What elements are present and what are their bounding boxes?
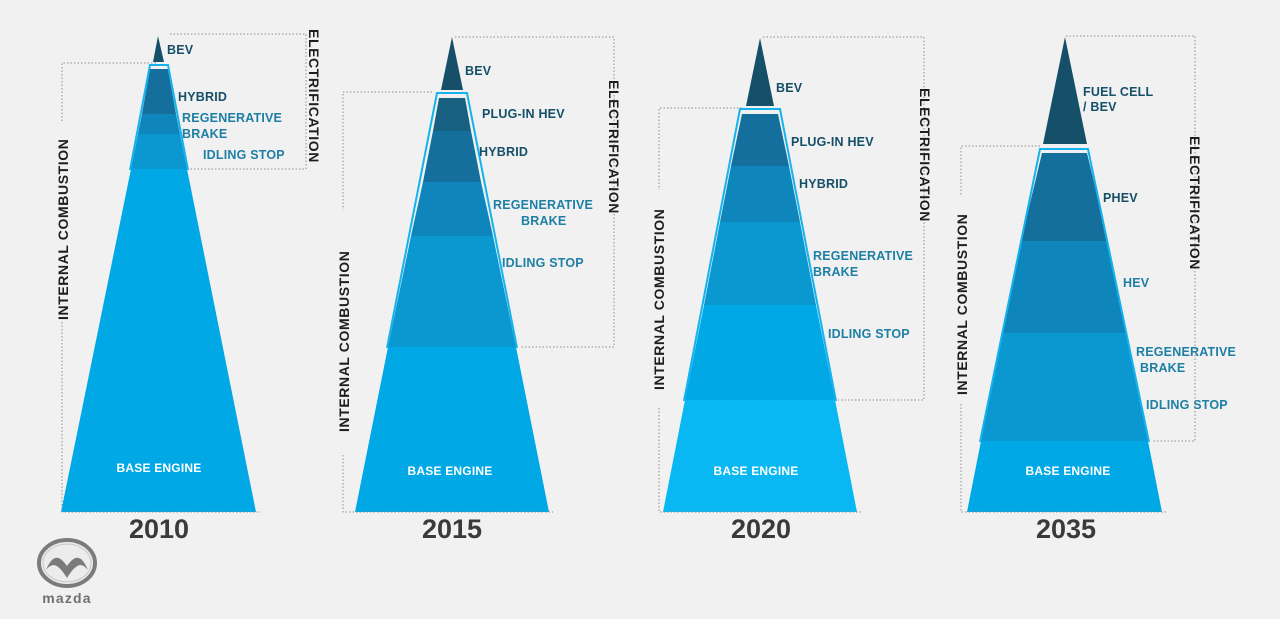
- label-2015-regenerative: REGENERATIVE: [493, 198, 593, 212]
- pyramid-2015: BEV PLUG-IN HEV HYBRID REGENERATIVE BRAK…: [336, 36, 622, 544]
- bracket-2035-electrification: [1066, 35, 1196, 442]
- label-2015-bev: BEV: [465, 64, 492, 78]
- label-2010-electrification: ELECTRIFICATION: [306, 29, 322, 163]
- bracket-2035-internal: [960, 145, 1166, 513]
- segment-2035-base-engine: [967, 441, 1162, 512]
- label-2020-idling-stop: IDLING STOP: [828, 327, 910, 341]
- label-2035-fuel-cell: FUEL CELL: [1083, 85, 1153, 99]
- segment-2020-idling-stop: [685, 305, 835, 400]
- label-2035-base-engine: BASE ENGINE: [1026, 464, 1111, 478]
- segment-2020-regenerative-brake: [704, 222, 816, 305]
- label-2010-base-engine: BASE ENGINE: [117, 461, 202, 475]
- label-2010-bev: BEV: [167, 43, 194, 57]
- label-2020-electrification: ELECTRIFICATION: [917, 88, 933, 222]
- segment-2010-hybrid: [142, 69, 176, 114]
- logo-ring: [37, 538, 97, 588]
- segment-2020-base-engine: [663, 400, 857, 512]
- label-2020-internal-combustion: INTERNAL COMBUSTION: [651, 209, 667, 390]
- label-2015-base-engine: BASE ENGINE: [408, 464, 493, 478]
- label-2015-idling-stop: IDLING STOP: [502, 256, 584, 270]
- segment-2015-plug-in-hev: [433, 98, 471, 131]
- label-2035-bev: / BEV: [1083, 100, 1117, 114]
- segment-2035-hev: [1002, 241, 1127, 333]
- mazda-logo: mazda: [37, 538, 97, 606]
- segment-2035-phev: [1021, 153, 1108, 241]
- label-2020-hybrid: HYBRID: [799, 177, 848, 191]
- label-2035-hev: HEV: [1123, 276, 1150, 290]
- segment-2020-bev: [746, 38, 774, 106]
- label-2015-electrification: ELECTRIFICATION: [606, 80, 622, 214]
- year-2010: 2010: [129, 514, 189, 544]
- bracket-2015-internal: [342, 91, 553, 513]
- segment-2020-hybrid: [720, 166, 800, 222]
- label-2020-regenerative: REGENERATIVE: [813, 249, 913, 263]
- segment-2035-idling-stop: [981, 333, 1148, 441]
- label-2020-brake: BRAKE: [813, 265, 858, 279]
- label-2035-electrification: ELECTRIFICATION: [1187, 136, 1203, 270]
- label-2010-regenerative: REGENERATIVE: [182, 111, 282, 125]
- label-2035-brake: BRAKE: [1140, 361, 1185, 375]
- outline-2015: [386, 92, 518, 349]
- label-2015-plug-in-hev: PLUG-IN HEV: [482, 107, 565, 121]
- pyramid-2035: FUEL CELL / BEV PHEV HEV REGENERATIVE BR…: [954, 35, 1236, 544]
- outline-2035: [979, 148, 1150, 443]
- label-2015-hybrid: HYBRID: [479, 145, 528, 159]
- label-2020-base-engine: BASE ENGINE: [714, 464, 799, 478]
- label-2020-bev: BEV: [776, 81, 803, 95]
- label-2010-idling-stop: IDLING STOP: [203, 148, 285, 162]
- logo-wings: [46, 557, 88, 578]
- label-2015-internal-combustion: INTERNAL COMBUSTION: [336, 251, 352, 432]
- label-2035-idling-stop: IDLING STOP: [1146, 398, 1228, 412]
- segment-2010-idling-stop: [131, 134, 187, 169]
- outline-2010: [129, 64, 189, 171]
- segment-2010-regenerative-brake: [138, 114, 180, 134]
- bracket-2010-electrification: [170, 33, 307, 170]
- label-2010-brake: BRAKE: [182, 127, 227, 141]
- segment-2020-plug-in-hev: [731, 114, 789, 166]
- logo-wordmark: mazda: [42, 590, 92, 606]
- year-2020: 2020: [731, 514, 791, 544]
- pyramid-2010: BEV HYBRID REGENERATIVE BRAKE IDLING STO…: [55, 29, 322, 544]
- segment-2010-bev: [153, 36, 164, 62]
- pyramid-2020: BEV PLUG-IN HEV HYBRID REGENERATIVE BRAK…: [651, 36, 933, 544]
- segment-2015-hybrid: [423, 131, 481, 182]
- segment-2015-bev: [441, 37, 463, 90]
- segment-2010-base-engine: [61, 169, 256, 512]
- label-2010-hybrid: HYBRID: [178, 90, 227, 104]
- bracket-2020-internal: [658, 107, 861, 513]
- outline-2020: [683, 108, 837, 402]
- label-2035-internal-combustion: INTERNAL COMBUSTION: [954, 214, 970, 395]
- label-2015-brake: BRAKE: [521, 214, 566, 228]
- label-2020-plug-in-hev: PLUG-IN HEV: [791, 135, 874, 149]
- label-2035-phev: PHEV: [1103, 191, 1138, 205]
- year-2035: 2035: [1036, 514, 1096, 544]
- logo-ring-highlight: [42, 543, 92, 583]
- bracket-2020-electrification: [763, 36, 925, 401]
- segment-2015-idling-stop: [388, 236, 516, 347]
- label-2010-internal-combustion: INTERNAL COMBUSTION: [55, 139, 71, 320]
- segment-2015-base-engine: [355, 347, 549, 512]
- label-2035-regenerative: REGENERATIVE: [1136, 345, 1236, 359]
- bracket-2015-electrification: [455, 36, 615, 348]
- segment-2035-fuel-cell-bev: [1043, 37, 1087, 144]
- bracket-2010-internal: [61, 62, 261, 513]
- segment-2015-regenerative-brake: [411, 182, 493, 236]
- year-2015: 2015: [422, 514, 482, 544]
